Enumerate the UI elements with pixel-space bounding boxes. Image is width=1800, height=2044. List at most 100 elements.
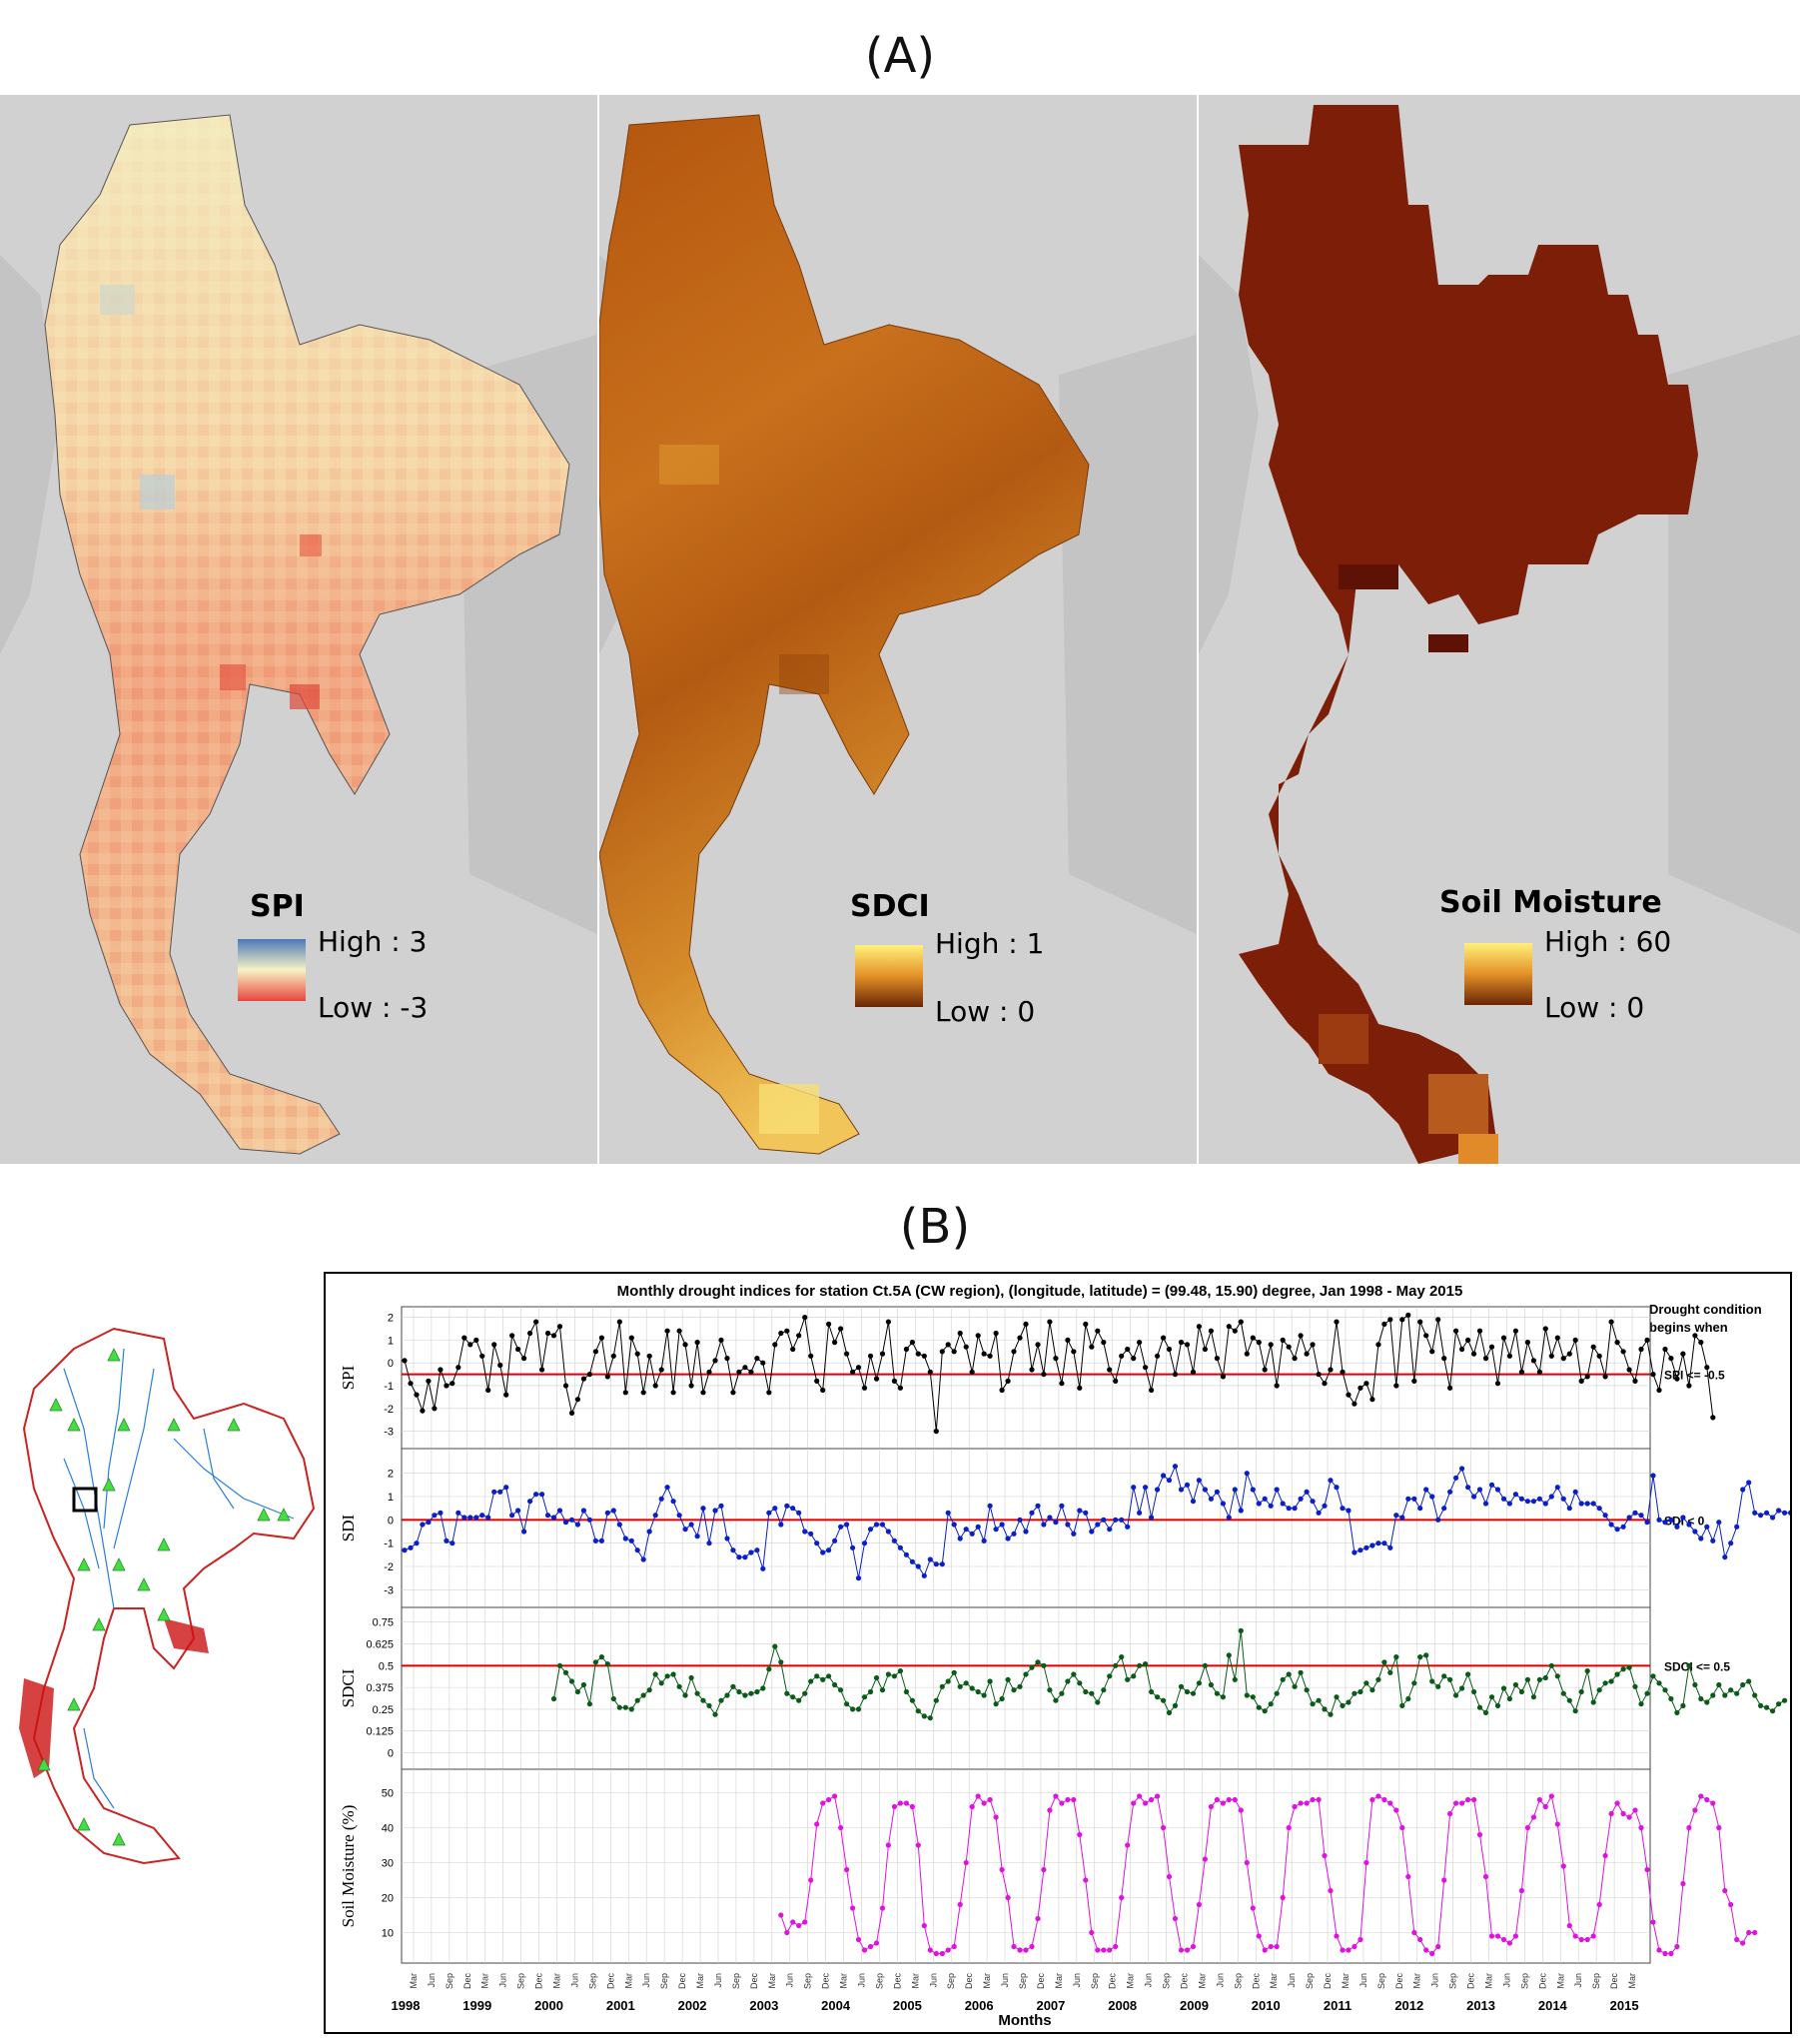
x-tick-label: Dec bbox=[1609, 1973, 1619, 1990]
data-point bbox=[1268, 1342, 1274, 1348]
data-point bbox=[1071, 1796, 1077, 1803]
data-point bbox=[1447, 1385, 1453, 1391]
data-point bbox=[515, 1508, 521, 1514]
data-point bbox=[903, 1551, 910, 1557]
data-point bbox=[1782, 1510, 1788, 1516]
data-point bbox=[473, 1337, 479, 1343]
data-point bbox=[1566, 1697, 1572, 1703]
data-point bbox=[838, 1687, 844, 1693]
data-point bbox=[742, 1365, 748, 1371]
x-tick-label: Jun bbox=[1287, 1973, 1297, 1988]
data-point bbox=[1471, 1688, 1477, 1695]
data-point bbox=[432, 1513, 438, 1519]
year-label: 2008 bbox=[1108, 1998, 1137, 2013]
data-point bbox=[867, 1688, 874, 1695]
data-point bbox=[1530, 1814, 1536, 1820]
data-point bbox=[1214, 1796, 1220, 1803]
data-point bbox=[712, 1358, 718, 1364]
data-point bbox=[1393, 1654, 1399, 1660]
data-point bbox=[539, 1492, 545, 1498]
data-point bbox=[1023, 1529, 1029, 1534]
x-tick-label: Mar bbox=[1054, 1973, 1064, 1989]
data-point bbox=[772, 1643, 778, 1649]
data-point bbox=[1346, 1508, 1351, 1514]
data-point bbox=[1788, 1510, 1790, 1516]
data-point bbox=[444, 1537, 450, 1543]
data-point bbox=[1411, 1929, 1417, 1936]
data-point bbox=[700, 1390, 706, 1396]
data-point bbox=[1716, 1824, 1722, 1831]
data-point bbox=[1680, 1351, 1686, 1357]
x-tick-label: Jun bbox=[713, 1973, 723, 1988]
data-point bbox=[1244, 1471, 1250, 1477]
data-point bbox=[610, 1508, 616, 1514]
data-point bbox=[873, 1522, 880, 1528]
data-point bbox=[444, 1383, 450, 1389]
data-point bbox=[1746, 1929, 1752, 1936]
data-point bbox=[796, 1922, 802, 1929]
data-point bbox=[1047, 1515, 1053, 1521]
data-point bbox=[1131, 1673, 1137, 1679]
data-point bbox=[1482, 1501, 1489, 1507]
data-point bbox=[676, 1683, 682, 1689]
data-point bbox=[1704, 1796, 1710, 1803]
data-point bbox=[1560, 1863, 1566, 1869]
data-point bbox=[1023, 1671, 1029, 1677]
data-point bbox=[539, 1367, 545, 1373]
y-tick-label: 10 bbox=[382, 1928, 394, 1940]
data-point bbox=[1041, 1522, 1047, 1528]
x-tick-label: Dec bbox=[821, 1973, 831, 1990]
data-point bbox=[1310, 1796, 1316, 1803]
data-point bbox=[993, 1814, 999, 1820]
data-point bbox=[1536, 1496, 1542, 1502]
data-point bbox=[628, 1335, 634, 1341]
data-point bbox=[927, 1556, 933, 1562]
data-point bbox=[1524, 1824, 1530, 1831]
data-point bbox=[1692, 1529, 1698, 1534]
data-point bbox=[1357, 1936, 1363, 1943]
map-spi-image bbox=[0, 114, 597, 1155]
data-point bbox=[1447, 1489, 1453, 1495]
data-point bbox=[891, 1803, 898, 1810]
data-point bbox=[1071, 1531, 1077, 1536]
data-point bbox=[1614, 1527, 1620, 1533]
data-point bbox=[1572, 1708, 1578, 1714]
data-point bbox=[1119, 1894, 1125, 1901]
data-point bbox=[1005, 1676, 1011, 1682]
data-point bbox=[1023, 1321, 1029, 1327]
x-tick-label: Jun bbox=[1573, 1973, 1583, 1988]
data-point bbox=[1387, 1669, 1393, 1675]
x-tick-label: Sep bbox=[1162, 1973, 1172, 1989]
data-point bbox=[1393, 1807, 1399, 1813]
data-point bbox=[1286, 1344, 1292, 1350]
data-point bbox=[897, 1800, 904, 1806]
data-point bbox=[509, 1513, 515, 1519]
data-point bbox=[969, 1803, 975, 1810]
data-point bbox=[784, 1929, 790, 1936]
data-point bbox=[1077, 1831, 1083, 1838]
year-label: 1999 bbox=[462, 1998, 491, 2013]
data-point bbox=[969, 1369, 975, 1375]
data-point bbox=[1471, 1351, 1477, 1357]
data-point bbox=[1369, 1796, 1375, 1803]
data-point bbox=[748, 1549, 754, 1555]
soil-legend-high: High : 60 bbox=[1544, 925, 1672, 958]
data-point bbox=[1435, 1317, 1441, 1323]
data-point bbox=[1488, 1482, 1495, 1488]
data-point bbox=[1375, 1540, 1381, 1546]
data-point bbox=[1137, 1510, 1143, 1516]
data-point bbox=[1095, 1522, 1101, 1528]
data-point bbox=[550, 1333, 557, 1339]
data-point bbox=[933, 1697, 939, 1703]
sdci-legend-high: High : 1 bbox=[935, 927, 1045, 960]
data-point bbox=[1560, 1356, 1566, 1362]
data-point bbox=[1107, 1673, 1113, 1679]
x-tick-label: Sep bbox=[1376, 1973, 1386, 1989]
data-point bbox=[664, 1485, 670, 1491]
x-tick-label: Sep bbox=[1233, 1973, 1243, 1989]
data-point bbox=[1614, 1800, 1620, 1806]
data-point bbox=[1435, 1943, 1441, 1950]
data-point bbox=[455, 1365, 461, 1371]
data-point bbox=[850, 1544, 856, 1550]
data-point bbox=[957, 1683, 963, 1689]
